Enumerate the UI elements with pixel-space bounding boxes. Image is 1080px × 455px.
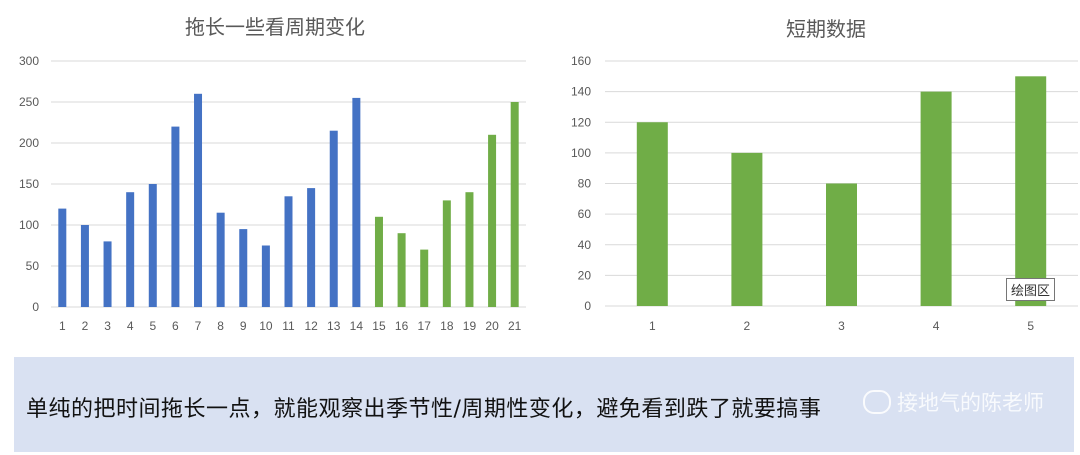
watermark: 接地气的陈老师 [863,387,1044,417]
plot-area-tooltip: 绘图区 [1006,278,1056,301]
x-tick-label: 1 [649,319,656,333]
x-tick-label: 9 [240,319,247,333]
x-tick-label: 4 [933,319,940,333]
bar-1 [58,208,67,307]
bar-7 [194,93,203,307]
x-tick-label: 14 [350,319,364,333]
x-tick-label: 5 [1027,319,1034,333]
x-tick-label: 16 [395,319,409,333]
x-tick-label: 2 [744,319,751,333]
bar-9 [239,229,248,307]
x-tick-label: 15 [372,319,386,333]
bar-5 [148,184,157,307]
y-tick-label: 250 [19,95,39,109]
bar-2 [80,225,89,307]
bar-13 [329,130,338,307]
x-tick-label: 5 [149,319,156,333]
x-tick-label: 1 [59,319,66,333]
chart-right: 短期数据 0 20 40 60 80 100 120 140 160 1 2 3 4 5 [571,17,1078,333]
bar-5 [1015,76,1047,306]
x-tick-label: 21 [508,319,522,333]
watermark-text: 接地气的陈老师 [897,391,1044,415]
bar-20 [488,134,497,307]
bar-4 [126,192,135,307]
x-tick-label: 12 [304,319,318,333]
x-tick-label: 3 [104,319,111,333]
bar-12 [307,188,316,307]
y-tick-label: 300 [19,54,39,68]
x-tick-label: 6 [172,319,179,333]
wechat-icon [863,390,891,414]
bar-11 [284,196,293,307]
bar-3 [103,241,112,307]
x-tick-label: 8 [217,319,224,333]
bar-15 [374,216,383,307]
x-tick-label: 7 [195,319,202,333]
y-tick-label: 80 [578,177,592,191]
x-tick-label: 2 [82,319,89,333]
bar-4 [920,91,952,306]
chart-right-title: 短期数据 [786,17,866,41]
bar-18 [442,200,451,307]
y-tick-label: 120 [571,115,591,129]
bar-19 [465,192,474,307]
caption-panel: 单纯的把时间拖长一点，就能观察出季节性/周期性变化，避免看到跌了就要搞事 接地气… [14,357,1074,452]
bar-17 [420,249,429,307]
y-tick-label: 20 [578,268,592,282]
bar-8 [216,212,225,307]
y-tick-label: 160 [571,54,591,68]
x-tick-label: 13 [327,319,341,333]
x-tick-label: 3 [838,319,845,333]
x-tick-label: 20 [485,319,499,333]
caption-text: 单纯的把时间拖长一点，就能观察出季节性/周期性变化，避免看到跌了就要搞事 [26,397,822,422]
y-tick-label: 150 [19,177,39,191]
bar-10 [261,245,270,307]
y-tick-label: 100 [571,146,591,160]
y-tick-label: 140 [571,85,591,99]
bar-1 [636,122,668,306]
y-tick-label: 0 [584,299,591,313]
bar-14 [352,97,361,308]
bar-2 [731,152,763,306]
x-tick-label: 18 [440,319,454,333]
y-tick-label: 0 [32,300,39,314]
bar-6 [171,126,180,307]
bar-21 [510,102,519,307]
y-tick-label: 200 [19,136,39,150]
x-tick-label: 4 [127,319,134,333]
y-tick-label: 100 [19,218,39,232]
y-tick-label: 60 [578,207,592,221]
y-tick-label: 50 [26,259,40,273]
x-tick-label: 11 [282,319,295,333]
x-tick-label: 19 [463,319,477,333]
x-tick-label: 17 [418,319,432,333]
chart-left-title: 拖长一些看周期变化 [185,15,365,39]
x-tick-label: 10 [259,319,273,333]
bar-3 [826,183,857,306]
y-tick-label: 40 [578,238,592,252]
bar-16 [397,233,406,307]
